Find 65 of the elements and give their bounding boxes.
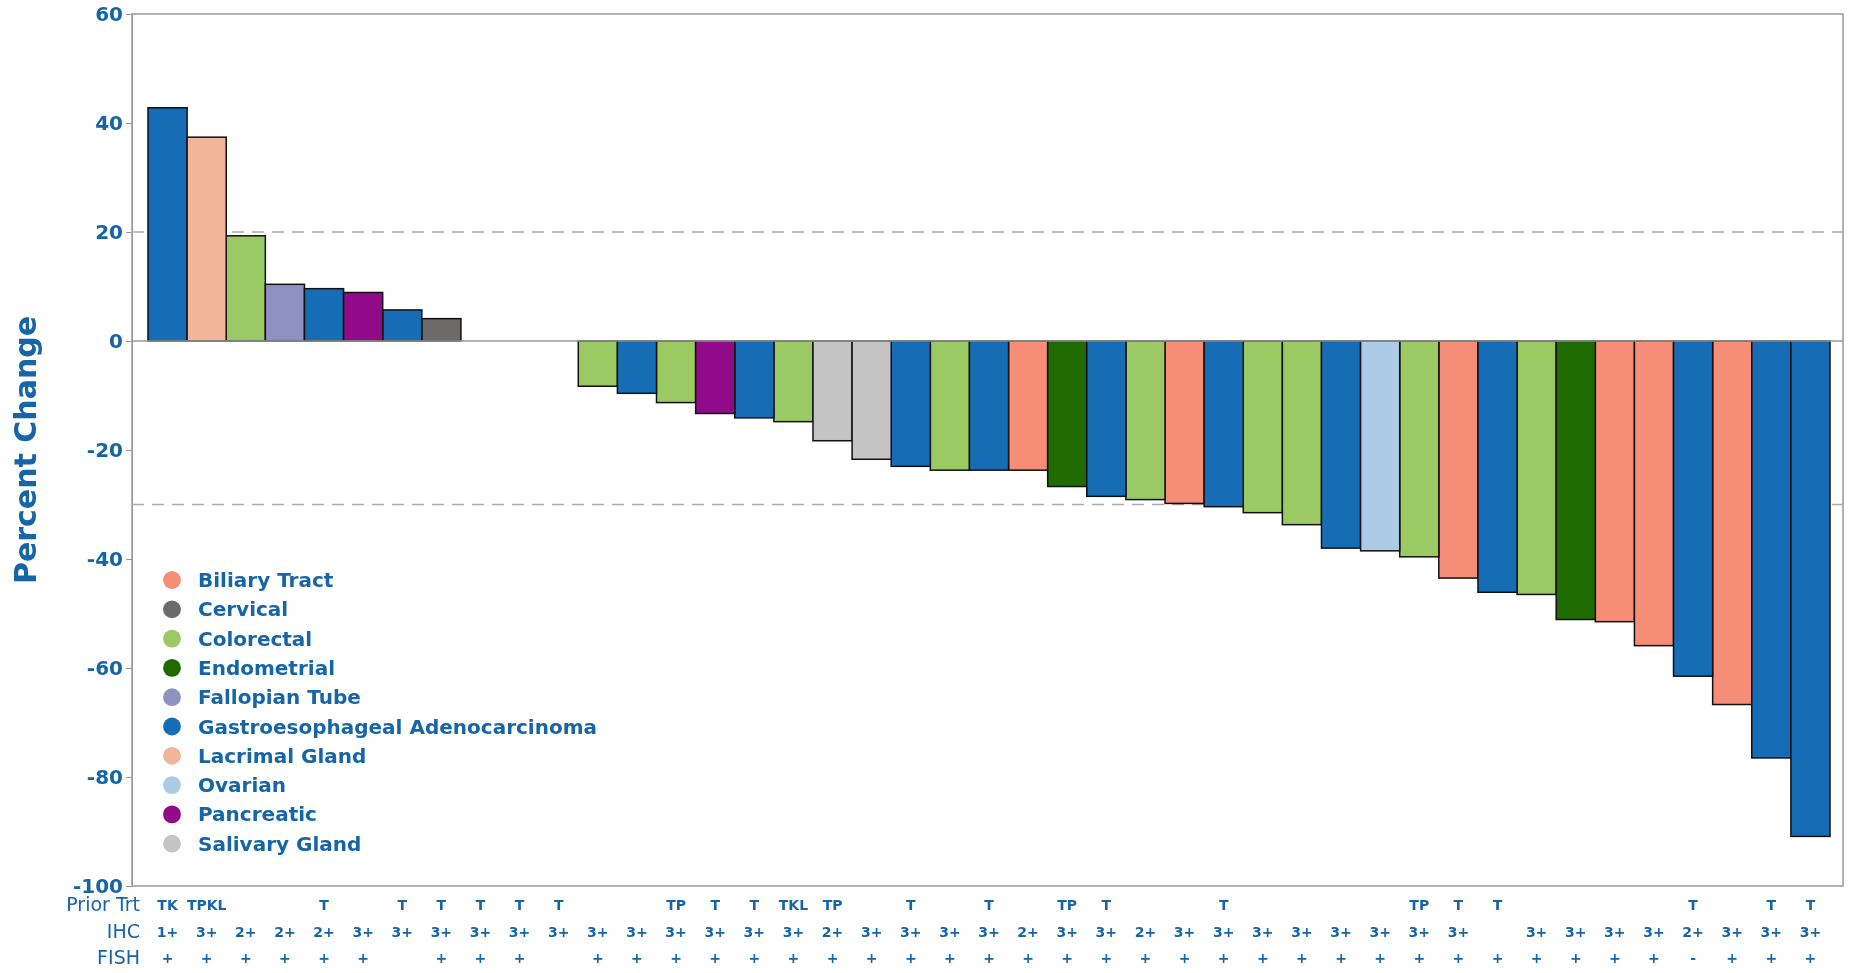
legend-label: Colorectal [198, 626, 313, 651]
x-tick-label: T 3+ + [978, 897, 1000, 966]
category-label: T + [1491, 897, 1504, 966]
x-tick-label: 3+ + [1369, 924, 1391, 966]
x-tick-label: TPKL 3+ + [186, 897, 227, 966]
x-tick-label: T 3+ [547, 897, 570, 940]
x-tick-label: 3+ + [1330, 924, 1352, 966]
x-tick-label: 3+ + [1604, 924, 1626, 966]
y-tick-label: -20 [86, 437, 123, 462]
y-axis-title: Percent Change [8, 315, 43, 585]
x-tick-label: T 3+ + [430, 897, 453, 966]
legend-label: Ovarian [198, 773, 286, 798]
x-tick-label: T 3+ + [508, 897, 531, 966]
x-tick-label: 2+ + [235, 924, 257, 966]
x-tick-label: 3+ + [626, 924, 648, 966]
y-tick-label: 60 [95, 1, 123, 26]
text: FISH [97, 946, 140, 968]
x-tick-label: T 3+ + [900, 897, 922, 966]
x-tick-label: TKL 3+ + [778, 897, 809, 966]
legend-label: Fallopian Tube [198, 685, 361, 710]
x-tick-label: 3+ + [1525, 924, 1548, 966]
x-tick-label: 3+ + [352, 924, 374, 966]
x-tick-label: T 2+ + [313, 897, 335, 966]
x-tick-label: TK 1+ + [156, 897, 179, 966]
x-tick-label: T 3+ + [1760, 897, 1783, 966]
text: IHC [106, 920, 140, 942]
x-tick-label: T 3+ + [743, 897, 766, 966]
x-tick-label: TP 2+ + [821, 897, 844, 966]
legend-label: Biliary Tract [198, 568, 334, 592]
x-tick-label: T 3+ + [1447, 897, 1470, 966]
y-tick-label: 20 [95, 219, 123, 244]
legend-label: Salivary Gland [198, 831, 362, 856]
x-tick-label: 3+ + [939, 924, 961, 966]
x-tick-label: 2+ + [1134, 924, 1157, 966]
x-tick-label: 2+ + [1017, 924, 1039, 966]
y-tick-label: -60 [86, 655, 123, 680]
x-tick-label: T 3+ [391, 897, 413, 940]
y-tick-label: 40 [95, 110, 123, 135]
x-tick-label: 3+ + [1252, 924, 1274, 966]
x-tick-label: TP 3+ + [665, 897, 687, 966]
y-tick-label: 0 [109, 328, 123, 353]
x-tick-label: TP 3+ + [1056, 897, 1078, 966]
x-tick-label: T 3+ + [1095, 897, 1118, 966]
text: Prior Trt [66, 893, 140, 915]
legend-label: Cervical [198, 597, 289, 622]
x-tick-label: 2+ + [274, 924, 296, 966]
x-tick-label: T 3+ + [469, 897, 492, 966]
x-tick-label: 3+ + [1173, 924, 1196, 966]
x-tick-label: 3+ + [1565, 924, 1587, 966]
legend-label: Gastroesophageal Adenocarcinoma [198, 714, 598, 739]
x-tick-label: 3+ + [587, 924, 609, 966]
x-tick-label: 3+ + [1291, 924, 1313, 966]
legend-label: Endometrial [198, 655, 335, 680]
x-tick-label: T 3+ + [704, 897, 726, 966]
legend-label: Lacrimal Gland [198, 743, 367, 768]
x-tick-label: TP 3+ + [1408, 897, 1431, 966]
legend-label: Pancreatic [198, 802, 317, 827]
x-tick-label: T 3+ + [1212, 897, 1235, 966]
y-tick-label: -80 [86, 764, 123, 789]
x-tick-label: T 2+ - [1682, 897, 1704, 966]
y-tick-label: -40 [86, 546, 123, 571]
x-tick-label: 3+ + [1721, 924, 1743, 966]
x-tick-label: 3+ + [1643, 924, 1665, 966]
x-tick-label: T 3+ + [1799, 897, 1822, 966]
x-tick-label: 3+ + [860, 924, 883, 966]
